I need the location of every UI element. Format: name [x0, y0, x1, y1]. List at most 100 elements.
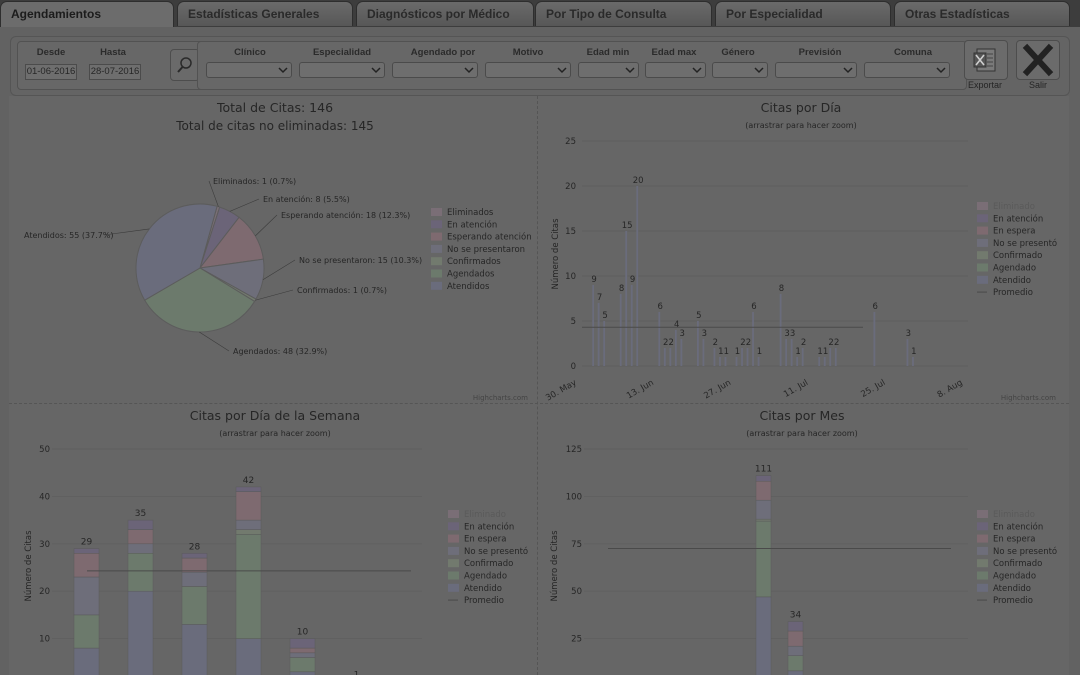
motivo-select[interactable]	[485, 62, 571, 78]
bar-data-label: 5	[602, 311, 607, 321]
legend-item: No se presentó	[993, 546, 1057, 557]
legend-item: Atendido	[464, 584, 502, 594]
x-tick-label: 11. Jul	[782, 378, 810, 400]
edad-max-select[interactable]	[645, 62, 706, 78]
legend-swatch	[448, 571, 459, 580]
y-tick-label: 20	[565, 182, 576, 192]
tab-otras-estadisticas[interactable]: Otras Estadísticas	[894, 1, 1070, 26]
legend-item: En atención	[447, 219, 497, 230]
legend-swatch	[431, 257, 442, 266]
stacked-bar-segment	[235, 491, 262, 521]
desde-input[interactable]: 01-06-2016	[25, 64, 77, 80]
tab-especialidad[interactable]: Por Especialidad	[715, 1, 891, 26]
stacked-bar-segment	[73, 576, 100, 616]
bar-total-label: 35	[135, 509, 146, 519]
stacked-bar-segment	[235, 519, 262, 530]
stacked-bar-segment	[73, 548, 100, 554]
filter-bar: Desde Hasta 01-06-2016 28-07-2016 Clínic…	[10, 36, 1070, 96]
legend-swatch	[977, 214, 988, 223]
bar-data-label: 15	[622, 221, 633, 231]
legend-swatch	[977, 522, 988, 531]
chevron-down-icon	[843, 67, 853, 74]
pie-connector	[103, 228, 150, 236]
day-bar	[592, 285, 595, 366]
day-bar	[757, 357, 760, 366]
legend-item: En atención	[464, 521, 514, 532]
day-bar	[801, 348, 804, 366]
y-tick-label: 5	[571, 317, 576, 327]
bar-data-label: 6	[657, 302, 662, 312]
legend-item: No se presentó	[993, 238, 1057, 249]
bar-data-label: 2	[801, 338, 806, 348]
bar-total-label: 10	[297, 628, 309, 638]
tab-diagnosticos-medico[interactable]: Diagnósticos por Médico	[356, 1, 534, 26]
pie-data-label: Agendados: 48 (32.9%)	[233, 347, 327, 356]
pie-data-label: Eliminados: 1 (0.7%)	[213, 177, 296, 186]
legend-swatch	[448, 510, 459, 518]
chevron-down-icon	[371, 67, 381, 74]
especialidad-select[interactable]	[299, 62, 385, 78]
day-bar	[597, 303, 600, 366]
legend-swatch	[448, 522, 459, 531]
stacked-bar-segment	[289, 652, 316, 658]
legend-item: No se presentó	[464, 546, 528, 557]
tab-label: Otras Estadísticas	[905, 7, 1010, 21]
day-bar	[680, 339, 683, 366]
edad-max-label: Edad max	[651, 47, 697, 58]
y-tick-label: 25	[565, 137, 576, 147]
tab-tipo-consulta[interactable]: Por Tipo de Consulta	[535, 1, 712, 26]
genero-select[interactable]	[712, 62, 768, 78]
filter-selects-box: Clínico Especialidad Agendado por Motivo…	[197, 41, 967, 90]
legend-swatch	[448, 559, 459, 568]
bar-total-label: 29	[81, 538, 93, 548]
stacked-bar-segment	[127, 519, 154, 530]
bar-data-label: 3	[784, 329, 789, 339]
chart-divider-horizontal	[9, 403, 1069, 404]
stacked-bar-segment	[181, 557, 208, 573]
clinico-select[interactable]	[206, 62, 292, 78]
bar-total-label: 28	[189, 542, 201, 552]
tab-label: Por Especialidad	[726, 7, 823, 21]
day-bar	[702, 339, 705, 366]
tab-label: Estadísticas Generales	[188, 7, 320, 21]
excel-icon	[973, 48, 996, 72]
comuna-select[interactable]	[864, 62, 950, 78]
bar-data-label: 5	[696, 311, 701, 321]
export-button[interactable]	[964, 40, 1008, 80]
day-bar	[906, 339, 909, 366]
legend-item: Eliminado	[993, 202, 1035, 212]
y-tick-label: 10	[39, 635, 50, 645]
pie-connector	[262, 259, 296, 280]
bar-data-label: 2	[713, 338, 718, 348]
hasta-input[interactable]: 28-07-2016	[89, 64, 141, 80]
y-axis-label: Número de Citas	[551, 218, 561, 290]
day-bar	[674, 330, 677, 366]
y-tick-label: 75	[571, 540, 582, 550]
exit-button[interactable]	[1016, 40, 1060, 80]
day-bar	[741, 348, 743, 366]
stacked-bar-segment	[235, 486, 262, 492]
stacked-bar-segment	[181, 586, 208, 625]
legend-item: Promedio	[993, 596, 1033, 606]
day-bar	[603, 321, 606, 366]
bar-data-label: 1	[817, 347, 822, 357]
desde-label: Desde	[36, 47, 66, 58]
pie-connector	[229, 198, 260, 212]
day-bar	[697, 321, 699, 366]
legend-item: Esperando atención	[447, 232, 532, 243]
pie-connector	[255, 214, 278, 237]
legend-item: Agendado	[993, 572, 1036, 582]
edad-min-select[interactable]	[578, 62, 639, 78]
bar-data-label: 2	[746, 338, 751, 348]
legend-item: Confirmado	[464, 559, 513, 569]
tab-estadisticas-generales[interactable]: Estadísticas Generales	[177, 1, 353, 26]
prevision-select[interactable]	[775, 62, 857, 78]
x-tick-label: 13. Jun	[625, 378, 656, 401]
tab-agendamientos[interactable]: Agendamientos	[0, 1, 174, 28]
day-bar	[630, 285, 633, 366]
pie-connector	[199, 331, 230, 352]
bar-data-label: 8	[779, 284, 784, 294]
legend-item: Confirmados	[447, 257, 501, 267]
agendado-por-select[interactable]	[392, 62, 478, 78]
